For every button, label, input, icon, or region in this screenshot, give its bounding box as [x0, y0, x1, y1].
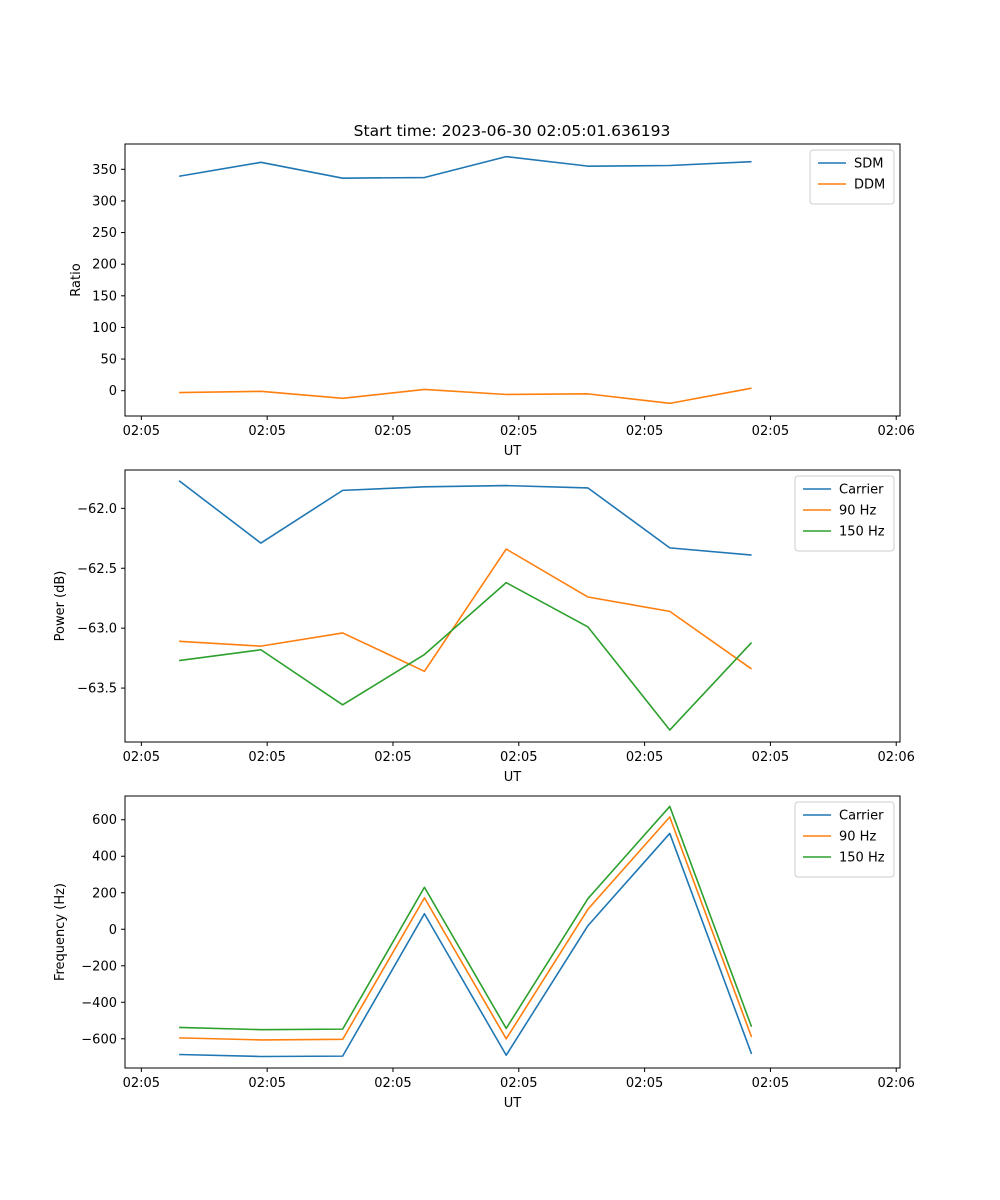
x-tick-label: 02:05 [374, 424, 411, 439]
y-tick-label: 100 [92, 321, 117, 336]
y-tick-label: 300 [92, 194, 117, 209]
series-line-150-hz [178, 581, 753, 731]
series-line-150-hz [179, 805, 753, 1031]
x-tick-label: 02:05 [626, 1076, 663, 1091]
y-axis-label: Power (dB) [53, 571, 68, 642]
chart-panel-2: 02:05 02:05 02:05 02:05 02:05 02:05 02:06 −62.0… [53, 469, 915, 785]
y-tick-label: −62.5 [77, 562, 117, 577]
x-axis-label: UT [504, 444, 522, 459]
legend-label: SDM [854, 157, 883, 172]
legend-label: 90 Hz [839, 830, 876, 845]
axes-frame [124, 795, 901, 1069]
x-tick-label: 02:05 [626, 750, 663, 765]
legend-box [794, 801, 895, 878]
legend: Carrier 90 Hz 150 Hz [794, 475, 895, 552]
x-tick-label: 02:05 [752, 424, 789, 439]
x-axis-label: UT [504, 770, 522, 785]
x-tick-label: 02:06 [877, 424, 914, 439]
series-line-sdm [178, 155, 752, 179]
legend-label: DDM [854, 178, 885, 193]
figure-title: Start time: 2023-06-30 02:05:01.636193 [354, 122, 671, 140]
y-tick-label: −63.0 [77, 622, 117, 637]
legend-label: 150 Hz [839, 851, 885, 866]
y-tick-label: −62.0 [77, 502, 117, 517]
x-tick-label: 02:05 [123, 424, 160, 439]
legend-label: 90 Hz [839, 504, 876, 519]
y-tick-label: 600 [92, 813, 117, 828]
legend-box [794, 475, 895, 552]
x-tick-label: 02:05 [500, 750, 537, 765]
y-tick-label: 200 [92, 258, 117, 273]
y-tick-label: 200 [92, 886, 117, 901]
y-tick-label: 0 [109, 923, 117, 938]
x-tick-label: 02:05 [752, 750, 789, 765]
series-line-carrier [179, 832, 753, 1058]
axes-frame [124, 469, 901, 743]
y-axis-label: Ratio [69, 263, 84, 296]
y-tick-label: −600 [81, 1032, 117, 1047]
axes-frame [124, 143, 901, 417]
x-tick-label: 02:05 [123, 1076, 160, 1091]
legend-label: 150 Hz [839, 525, 885, 540]
chart-panel-3: 02:05 02:05 02:05 02:05 02:05 02:05 02:06 −600 −… [53, 795, 915, 1111]
x-tick-label: 02:05 [752, 1076, 789, 1091]
x-tick-label: 02:05 [374, 1076, 411, 1091]
x-axis-label: UT [504, 1096, 522, 1111]
x-tick-label: 02:05 [248, 424, 285, 439]
series-line-carrier [178, 480, 752, 556]
x-tick-label: 02:05 [626, 424, 663, 439]
y-tick-label: −63.5 [77, 682, 117, 697]
x-tick-label: 02:05 [500, 1076, 537, 1091]
y-tick-label: −400 [81, 996, 117, 1011]
y-tick-label: 50 [100, 353, 117, 368]
y-tick-label: 400 [92, 850, 117, 865]
y-tick-label: 0 [109, 384, 117, 399]
legend-label: Carrier [839, 809, 884, 824]
legend-label: Carrier [839, 483, 884, 498]
series-line-90-hz [179, 548, 753, 673]
y-axis-label: Frequency (Hz) [53, 883, 68, 981]
x-tick-label: 02:05 [374, 750, 411, 765]
x-tick-label: 02:05 [123, 750, 160, 765]
chart-panels: 02:05 02:05 02:05 02:05 02:05 02:05 02:06 0 50 10… [53, 143, 915, 1111]
legend: SDM DDM [809, 149, 895, 205]
legend: Carrier 90 Hz 150 Hz [794, 801, 895, 878]
y-tick-label: −200 [81, 959, 117, 974]
series-line-ddm [179, 387, 752, 405]
series-line-90-hz [179, 816, 753, 1041]
x-tick-label: 02:05 [500, 424, 537, 439]
x-tick-label: 02:05 [248, 1076, 285, 1091]
y-tick-label: 350 [92, 163, 117, 178]
y-tick-label: 250 [92, 226, 117, 241]
x-tick-label: 02:06 [877, 750, 914, 765]
y-tick-label: 150 [92, 289, 117, 304]
chart-panel-1: 02:05 02:05 02:05 02:05 02:05 02:05 02:06 0 50 10… [69, 143, 915, 459]
x-tick-label: 02:06 [877, 1076, 914, 1091]
x-tick-label: 02:05 [248, 750, 285, 765]
